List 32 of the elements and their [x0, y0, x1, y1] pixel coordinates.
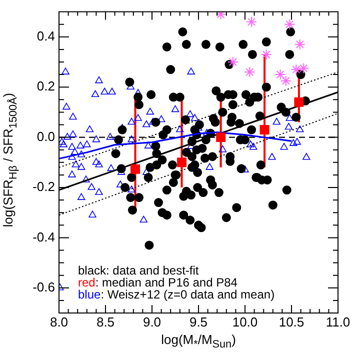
point [284, 18, 296, 30]
annotation: black: data and best-fit [78, 263, 200, 278]
point [298, 62, 310, 74]
x-axis-title: log(M$_{*}$/M$_{Sun}$) [160, 332, 237, 353]
point [294, 38, 306, 50]
point [130, 164, 140, 174]
point [227, 56, 238, 68]
point [294, 97, 304, 107]
x-tick-label: 9.0 [142, 314, 162, 330]
x-tick-label: 8.5 [96, 314, 115, 330]
y-tick-label: 0.2 [36, 78, 55, 94]
y-tick-label: -0.4 [32, 229, 55, 244]
y-tick-label: -0.6 [32, 279, 55, 294]
annotation: blue: Weisz+12 (z=0 data and mean) [78, 287, 275, 302]
y-tick-label: 0.0 [36, 128, 55, 144]
point [280, 75, 292, 86]
point [216, 132, 226, 142]
x-tick-label: 8.0 [50, 314, 68, 330]
x-tick-label: 9.5 [189, 314, 208, 330]
point [246, 16, 258, 28]
annotation: red: median and P16 and P84 [78, 275, 238, 290]
point [274, 69, 286, 80]
y-tick-label: 0.4 [36, 28, 55, 44]
y-tick-label: -0.2 [32, 179, 55, 194]
x-tick-label: 10.0 [232, 314, 258, 330]
x-tick-label: 10.5 [278, 314, 304, 330]
point [177, 158, 187, 168]
point [260, 48, 272, 60]
point [290, 64, 302, 76]
point [260, 125, 270, 135]
x-tick-label: 11.0 [326, 314, 350, 330]
point [244, 66, 256, 78]
